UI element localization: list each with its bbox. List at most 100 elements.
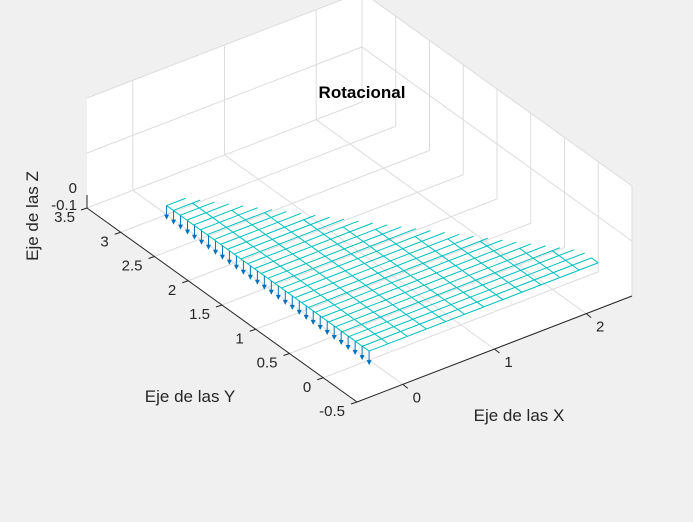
mesh-line-y	[206, 209, 273, 236]
mesh-line-x	[342, 226, 465, 315]
arrow-head	[338, 340, 344, 345]
mesh-line-x	[303, 219, 446, 323]
arrow-head	[310, 319, 316, 325]
x-tick	[585, 313, 592, 319]
quiver-arrows	[164, 205, 372, 366]
arrow-head	[275, 294, 281, 300]
mesh-line-y	[240, 218, 345, 260]
x-tick-label: 2	[596, 319, 604, 336]
mesh-line-y	[294, 233, 460, 299]
y-tick-label: 3	[100, 233, 108, 250]
arrow-head	[366, 360, 372, 366]
arrow-head	[296, 309, 302, 315]
mesh-line-y	[328, 243, 532, 323]
arrow-head	[317, 325, 323, 330]
y-tick-label: 3.5	[54, 209, 75, 226]
grid-line-y	[221, 198, 498, 306]
mesh-line-y	[314, 239, 503, 313]
arrow-head	[240, 269, 246, 275]
y-tick	[80, 207, 88, 211]
grid-line-y	[86, 101, 363, 209]
y-tick-label: 2.5	[122, 258, 143, 275]
arrow-head	[324, 330, 330, 335]
mesh-line-y	[220, 213, 301, 245]
y-tick	[317, 377, 324, 381]
mesh-line-y	[348, 249, 575, 337]
mesh-line-y	[321, 241, 517, 318]
mesh-line-y	[173, 199, 201, 211]
y-tick	[350, 401, 358, 405]
arrow-head	[233, 264, 239, 270]
grid-line-wall	[86, 46, 633, 242]
arrow-head	[206, 244, 211, 250]
surface-mesh	[166, 197, 599, 352]
arrow-head	[219, 254, 225, 260]
mesh-line-y	[186, 203, 230, 221]
mesh-line-y	[166, 197, 186, 207]
arrow-head	[254, 279, 260, 285]
arrow-head	[303, 314, 309, 320]
mesh-line-x	[591, 257, 599, 264]
x-tick	[494, 348, 500, 354]
arrow-head	[178, 224, 183, 230]
ticks: 012-0.500.511.522.533.5-0.10	[51, 180, 604, 420]
mesh-line-x	[166, 205, 370, 352]
x-tick-label: 0	[413, 389, 421, 406]
x-tick-label: 1	[504, 354, 512, 371]
mesh-line-y	[308, 237, 489, 308]
arrow-head	[352, 350, 358, 355]
y-tick	[249, 328, 256, 332]
arrow-head	[345, 345, 351, 350]
mesh-line-y	[341, 247, 560, 333]
mesh-line-y	[200, 207, 258, 231]
arrow-head	[213, 249, 218, 255]
mesh-line-y	[254, 222, 373, 270]
y-tick	[148, 256, 155, 259]
arrow-head	[199, 239, 204, 245]
arrow-head	[247, 274, 253, 280]
mesh-line-x	[414, 236, 504, 300]
arrow-head	[192, 234, 197, 240]
arrow-head	[359, 355, 365, 361]
mesh-line-x	[519, 247, 561, 278]
grid-line-wall	[86, 0, 633, 187]
mesh-line-y	[335, 245, 546, 328]
mesh-line-y	[287, 232, 445, 294]
arrow-head	[171, 219, 177, 225]
mesh-line-x	[192, 202, 389, 345]
mesh-line-x	[231, 209, 408, 337]
arrow-head	[226, 259, 232, 265]
mesh-line-x	[375, 228, 484, 308]
arrow-head	[164, 214, 170, 220]
mesh-line-y	[193, 205, 244, 226]
y-axis-label: Eje de las Y	[145, 387, 235, 406]
arrow-head	[331, 335, 337, 340]
mesh-line-y	[260, 224, 388, 274]
arrow-head	[289, 304, 295, 310]
y-tick-label: 2	[168, 282, 176, 299]
mesh-line-x	[264, 212, 427, 330]
arrow-head	[268, 289, 274, 295]
mesh-line-y	[227, 214, 316, 250]
grid-line-y	[154, 150, 430, 257]
arrow-head	[185, 229, 190, 235]
z-tick-label: 0	[69, 180, 77, 197]
mesh-line-y	[213, 211, 287, 240]
y-tick-label: 1.5	[189, 306, 210, 323]
arrow-head	[282, 299, 288, 305]
mesh-line-x	[447, 238, 523, 293]
y-tick-label: 0.5	[257, 355, 278, 372]
y-tick-label: 0	[303, 379, 311, 396]
mesh-line-y	[233, 216, 330, 255]
mesh-line-y	[301, 235, 474, 304]
arrow-head	[261, 284, 267, 290]
y-tick	[215, 304, 223, 308]
x-tick	[402, 383, 409, 389]
x-axis-label: Eje de las X	[474, 406, 565, 425]
y-tick	[182, 280, 189, 284]
y-tick	[114, 231, 121, 235]
grid-line-y	[188, 174, 464, 282]
mesh-line-y	[267, 226, 402, 279]
mesh-line-y	[281, 230, 431, 289]
